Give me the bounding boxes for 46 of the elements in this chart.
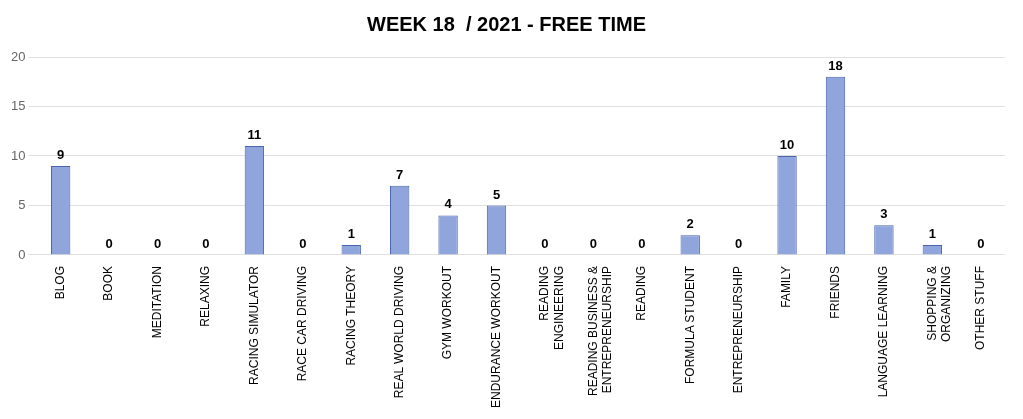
data-label: 1 — [928, 226, 936, 242]
data-label: 9 — [57, 146, 65, 162]
data-label: 0 — [299, 236, 307, 252]
x-tick-label: MEDITATION — [149, 266, 164, 339]
y-tick-label: 5 — [18, 197, 26, 213]
data-label: 18 — [828, 57, 843, 73]
x-tick-label: BOOK — [101, 266, 116, 301]
data-label: 1 — [347, 226, 355, 242]
x-tick-label: LANGUAGE LEARNING — [876, 266, 891, 398]
x-tick-label: RELAXING — [198, 266, 213, 327]
data-label: 0 — [638, 236, 646, 252]
x-tick-label: OTHER STUFF — [973, 266, 988, 350]
x-tick-label: RACE CAR DRIVING — [295, 266, 310, 382]
x-tick-label: READING — [634, 266, 649, 321]
data-label: 0 — [105, 236, 113, 252]
x-tick-label: RACING SIMULATOR — [246, 265, 261, 385]
y-tick-label: 0 — [18, 246, 26, 262]
x-tick-label: READING BUSINESS & ENTREPRENEURSHIP — [585, 266, 615, 397]
x-tick-label: RACING THEORY — [343, 266, 358, 366]
data-label: 5 — [492, 186, 501, 202]
data-label: 0 — [977, 236, 985, 252]
x-tick-label: READING ENGINEERING — [537, 266, 566, 351]
data-label: 0 — [153, 236, 162, 252]
data-label: 11 — [247, 127, 262, 143]
x-tick-label: ENTREPRENEURSHIP — [730, 266, 745, 394]
x-tick-label: FAMILY — [779, 266, 794, 308]
data-label: 3 — [880, 206, 888, 222]
x-tick-label: REAL WORLD DRIVING — [391, 266, 406, 399]
data-label: 0 — [541, 236, 549, 252]
y-tick-label: 20 — [10, 48, 26, 64]
data-label: 0 — [735, 236, 743, 252]
data-label: 0 — [589, 236, 597, 252]
data-label: 2 — [686, 216, 694, 232]
data-label: 7 — [396, 166, 404, 182]
x-tick-label: FORMULA STUDENT — [682, 265, 697, 385]
x-tick-label: BLOG — [52, 266, 67, 300]
x-tick-label: GYM WORKOUT — [440, 265, 455, 360]
data-label: 0 — [202, 236, 210, 252]
data-label: 10 — [779, 137, 795, 153]
data-label: 4 — [444, 196, 453, 212]
chart-title: WEEK 18 / 2021 - FREE TIME — [367, 12, 646, 35]
y-tick-label: 10 — [10, 147, 26, 163]
x-tick-label: FRIENDS — [827, 266, 842, 319]
x-tick-label: SHOPPING & ORGANIZING — [924, 266, 954, 343]
x-tick-label: ENDURANCE WORKOUT — [488, 265, 503, 409]
y-tick-label: 15 — [10, 98, 26, 114]
